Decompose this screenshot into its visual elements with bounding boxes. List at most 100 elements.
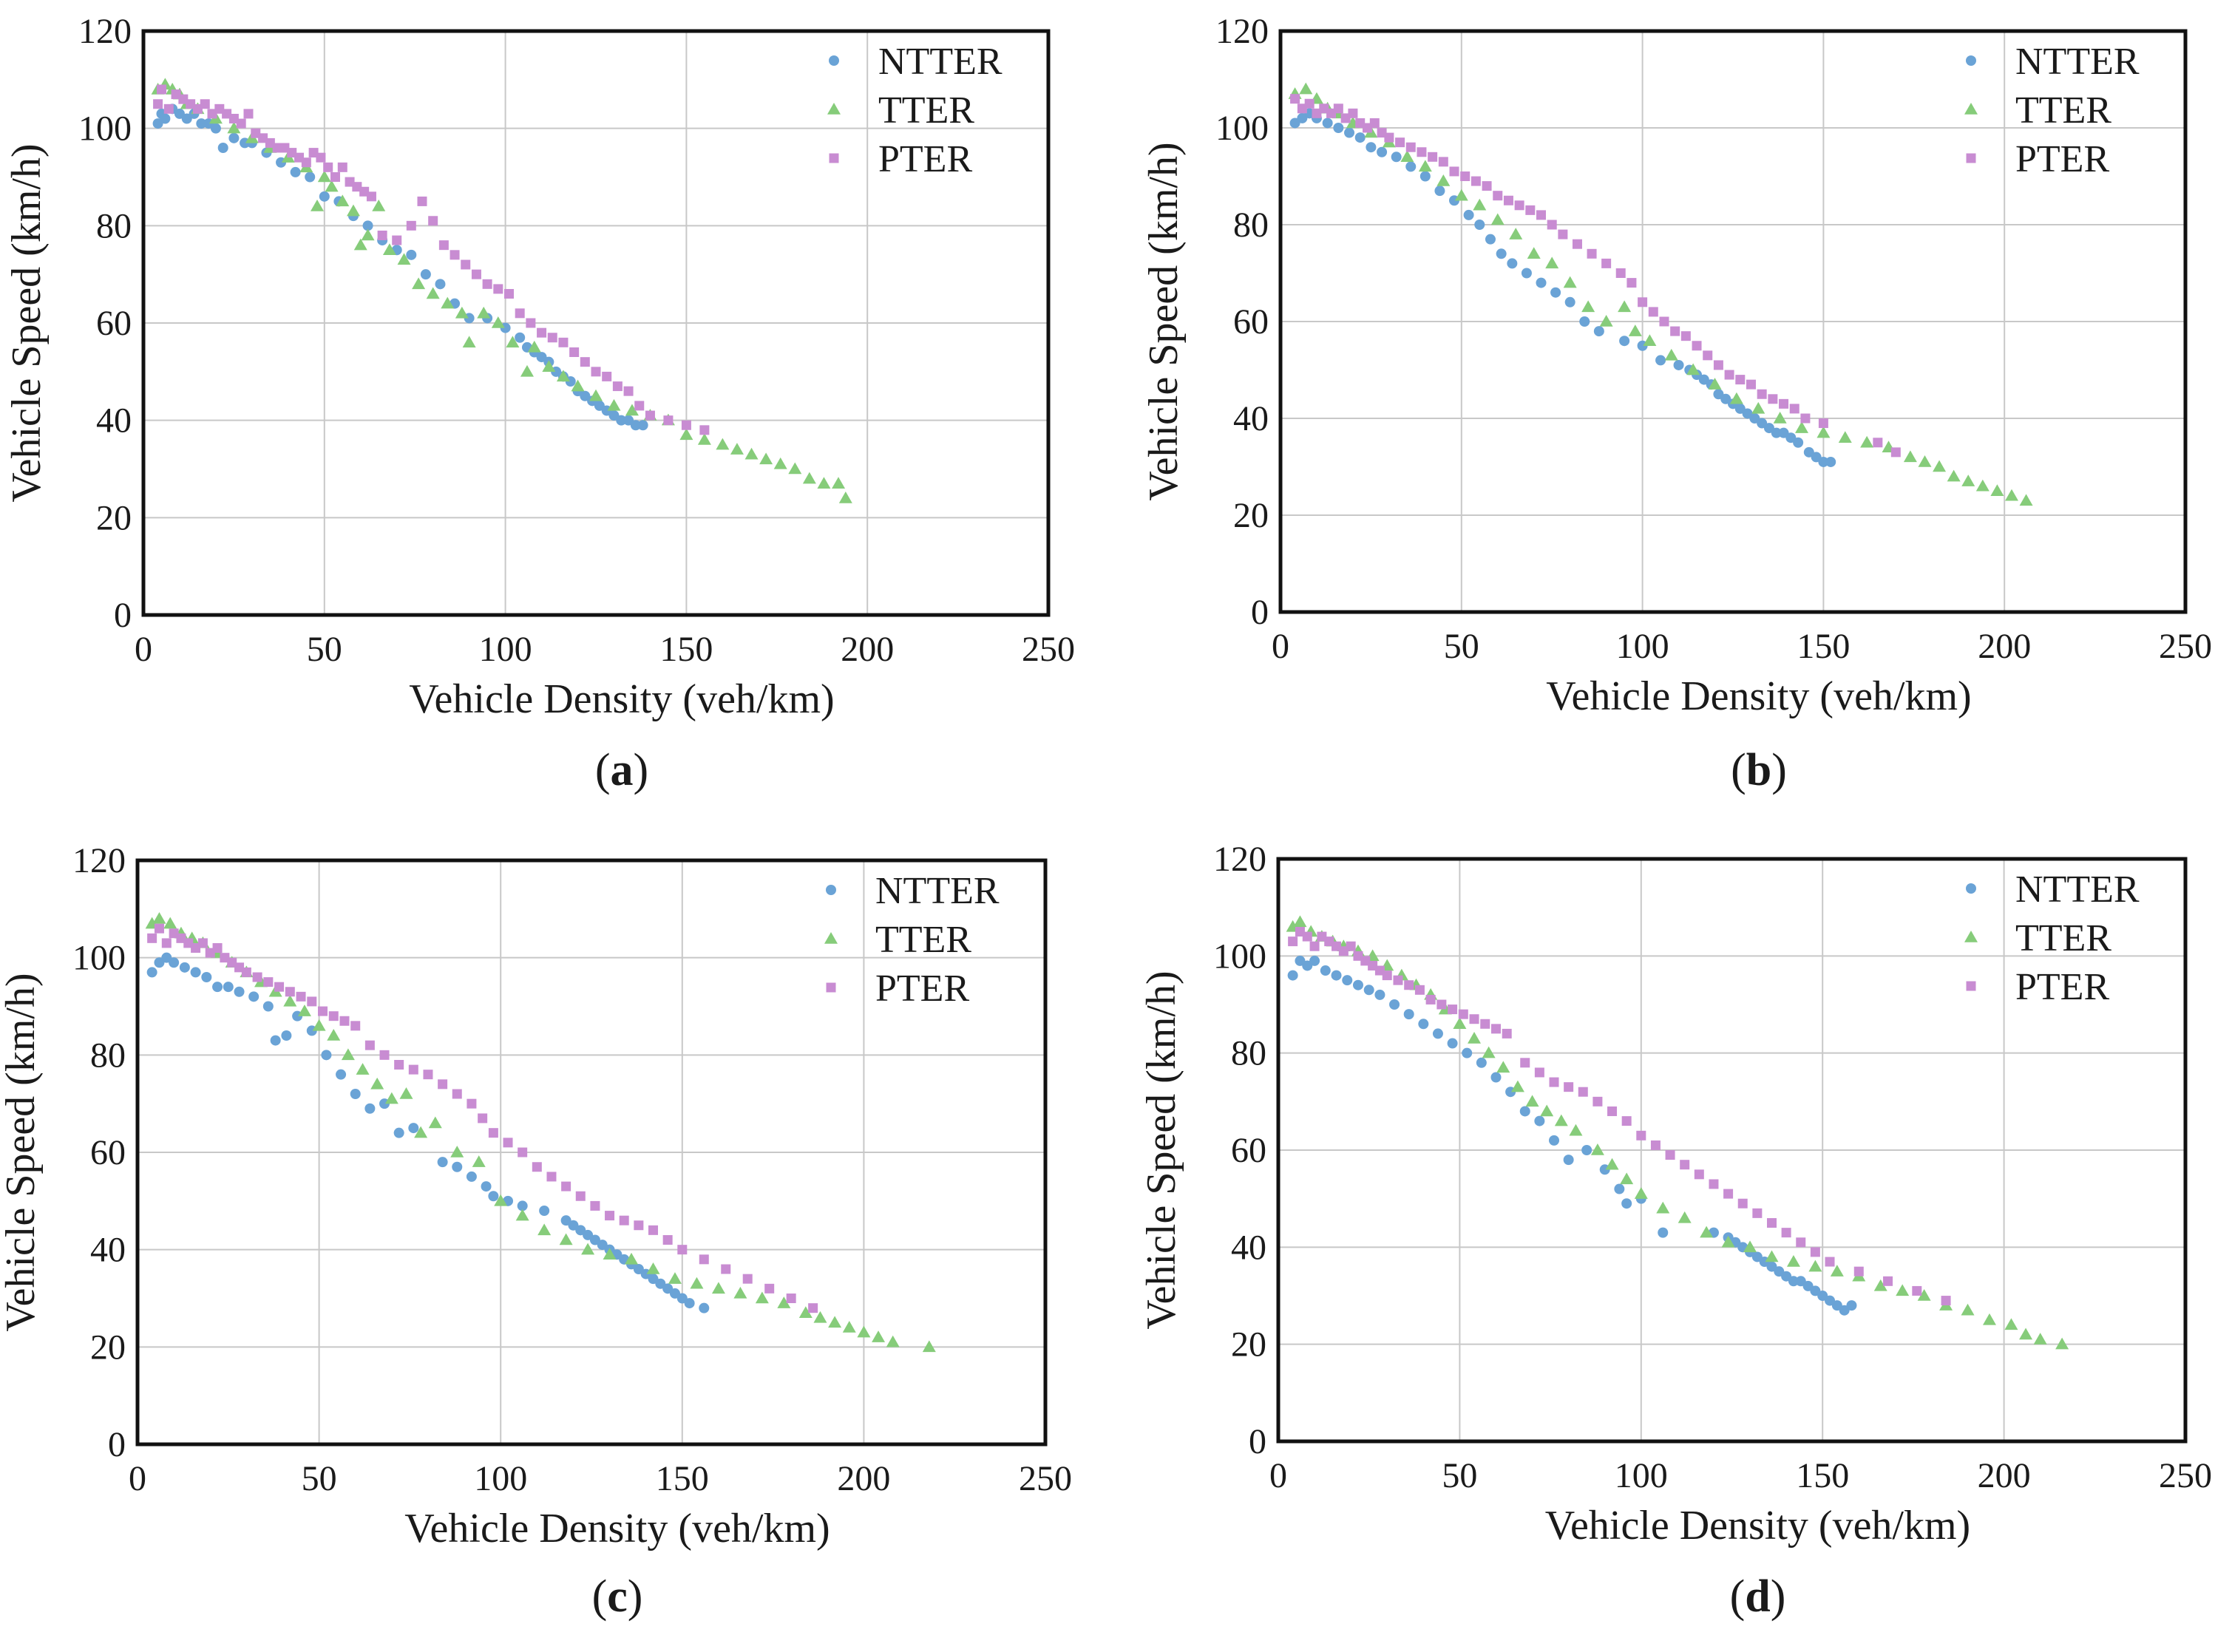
x-tick-label: 250	[1022, 630, 1075, 669]
data-point-ntter	[217, 143, 228, 153]
data-point-ntter	[608, 410, 620, 421]
data-point-pter	[488, 1128, 498, 1138]
data-point-tter	[1545, 256, 1559, 269]
data-point-pter	[699, 1254, 709, 1265]
data-point-tter	[412, 277, 426, 290]
data-point-ntter	[201, 972, 212, 982]
x-axis-label: Vehicle Density (veh/km)	[404, 1506, 830, 1551]
data-point-ntter	[1476, 1057, 1487, 1068]
data-point-tter	[1510, 1080, 1524, 1092]
data-point-tter	[1838, 431, 1852, 443]
data-point-tter	[414, 1126, 428, 1138]
data-point-pter	[1297, 103, 1307, 114]
data-point-ntter	[1549, 1135, 1560, 1146]
data-point-pter	[279, 143, 290, 153]
data-point-tter	[1454, 188, 1468, 201]
data-point-tter	[690, 1277, 704, 1289]
data-point-ntter	[488, 1191, 499, 1202]
x-tick-label: 150	[1797, 627, 1850, 666]
data-point-pter	[1853, 1266, 1864, 1277]
data-point-tter	[716, 438, 730, 450]
data-point-pter	[1768, 394, 1778, 404]
data-point-pter	[1781, 1228, 1791, 1238]
x-tick-label: 100	[474, 1459, 527, 1498]
data-point-tter	[327, 1029, 341, 1041]
data-point-pter	[318, 1006, 328, 1016]
data-point-pter	[1680, 1160, 1690, 1170]
y-tick-label: 60	[96, 304, 132, 343]
y-axis-label: Vehicle Speed (km/h)	[0, 973, 44, 1331]
data-point-pter	[200, 99, 210, 109]
data-point-tter	[2055, 1337, 2069, 1350]
data-point-ntter	[154, 957, 165, 968]
data-point-pter	[605, 1211, 615, 1221]
data-point-ntter	[655, 1278, 666, 1289]
data-point-tter	[828, 1316, 842, 1328]
x-tick-label: 50	[307, 630, 342, 669]
data-point-pter	[1709, 1179, 1719, 1189]
panel-label: (d)	[1730, 1571, 1786, 1622]
data-point-tter	[886, 1335, 900, 1347]
data-point-pter	[1458, 1009, 1468, 1019]
data-point-tter	[777, 1296, 791, 1308]
y-tick-label: 120	[1213, 840, 1266, 879]
data-point-tter	[346, 204, 360, 217]
data-point-pter	[619, 1215, 629, 1226]
data-point-tter	[2019, 1328, 2033, 1340]
x-tick-label: 200	[841, 630, 894, 669]
y-tick-label: 40	[90, 1231, 126, 1270]
legend: NTTER TTER PTER	[1964, 869, 2140, 1008]
data-point-pter	[1549, 1077, 1559, 1087]
data-point-tter	[625, 404, 639, 416]
data-point-tter	[1933, 460, 1947, 472]
data-point-tter	[646, 1262, 660, 1274]
data-point-pter	[1348, 108, 1358, 118]
data-point-pter	[265, 137, 275, 148]
data-point-pter	[171, 89, 181, 100]
data-point-pter	[1514, 200, 1524, 211]
data-point-ntter	[630, 420, 641, 431]
legend-label-tter: TTER	[2015, 89, 2111, 132]
data-point-pter	[438, 240, 449, 251]
data-point-ntter	[1485, 234, 1496, 245]
series-pter	[147, 923, 818, 1313]
legend-label-pter: PTER	[878, 138, 972, 180]
data-point-pter	[1326, 108, 1337, 118]
legend-marker-tter	[827, 103, 841, 115]
data-point-tter	[1569, 1124, 1583, 1136]
data-point-tter	[1473, 198, 1487, 211]
y-tick-label: 60	[90, 1133, 126, 1172]
data-point-tter	[755, 1291, 769, 1304]
data-point-ntter	[1825, 1295, 1836, 1306]
data-point-ntter	[481, 1181, 492, 1192]
data-point-pter	[1404, 980, 1414, 990]
legend-marker-tter	[1964, 931, 1978, 942]
data-point-tter	[2019, 494, 2033, 506]
data-point-pter	[663, 415, 674, 426]
data-point-pter	[645, 410, 655, 421]
data-point-pter	[1338, 946, 1349, 956]
legend: NTTER TTER PTER	[824, 870, 1000, 1010]
data-point-pter	[1324, 937, 1334, 947]
data-point-pter	[503, 289, 514, 299]
data-point-pter	[1638, 297, 1648, 307]
data-point-ntter	[350, 1089, 361, 1099]
data-point-ntter	[452, 1161, 463, 1172]
data-point-pter	[377, 231, 387, 240]
data-point-pter	[1340, 113, 1351, 123]
legend-marker-pter	[1966, 153, 1976, 163]
data-point-pter	[1355, 118, 1366, 128]
y-tick-label: 100	[78, 109, 132, 149]
data-point-ntter	[684, 1298, 695, 1309]
data-point-pter	[234, 962, 245, 973]
data-point-ntter	[1344, 127, 1355, 138]
data-point-pter	[1428, 152, 1438, 162]
data-point-pter	[467, 1098, 477, 1109]
data-point-tter	[1830, 1265, 1844, 1277]
data-point-pter	[176, 933, 186, 943]
data-point-pter	[428, 216, 438, 226]
data-point-pter	[243, 109, 254, 119]
data-point-ntter	[1309, 955, 1320, 966]
data-point-ntter	[580, 390, 591, 401]
data-point-pter	[241, 967, 251, 977]
